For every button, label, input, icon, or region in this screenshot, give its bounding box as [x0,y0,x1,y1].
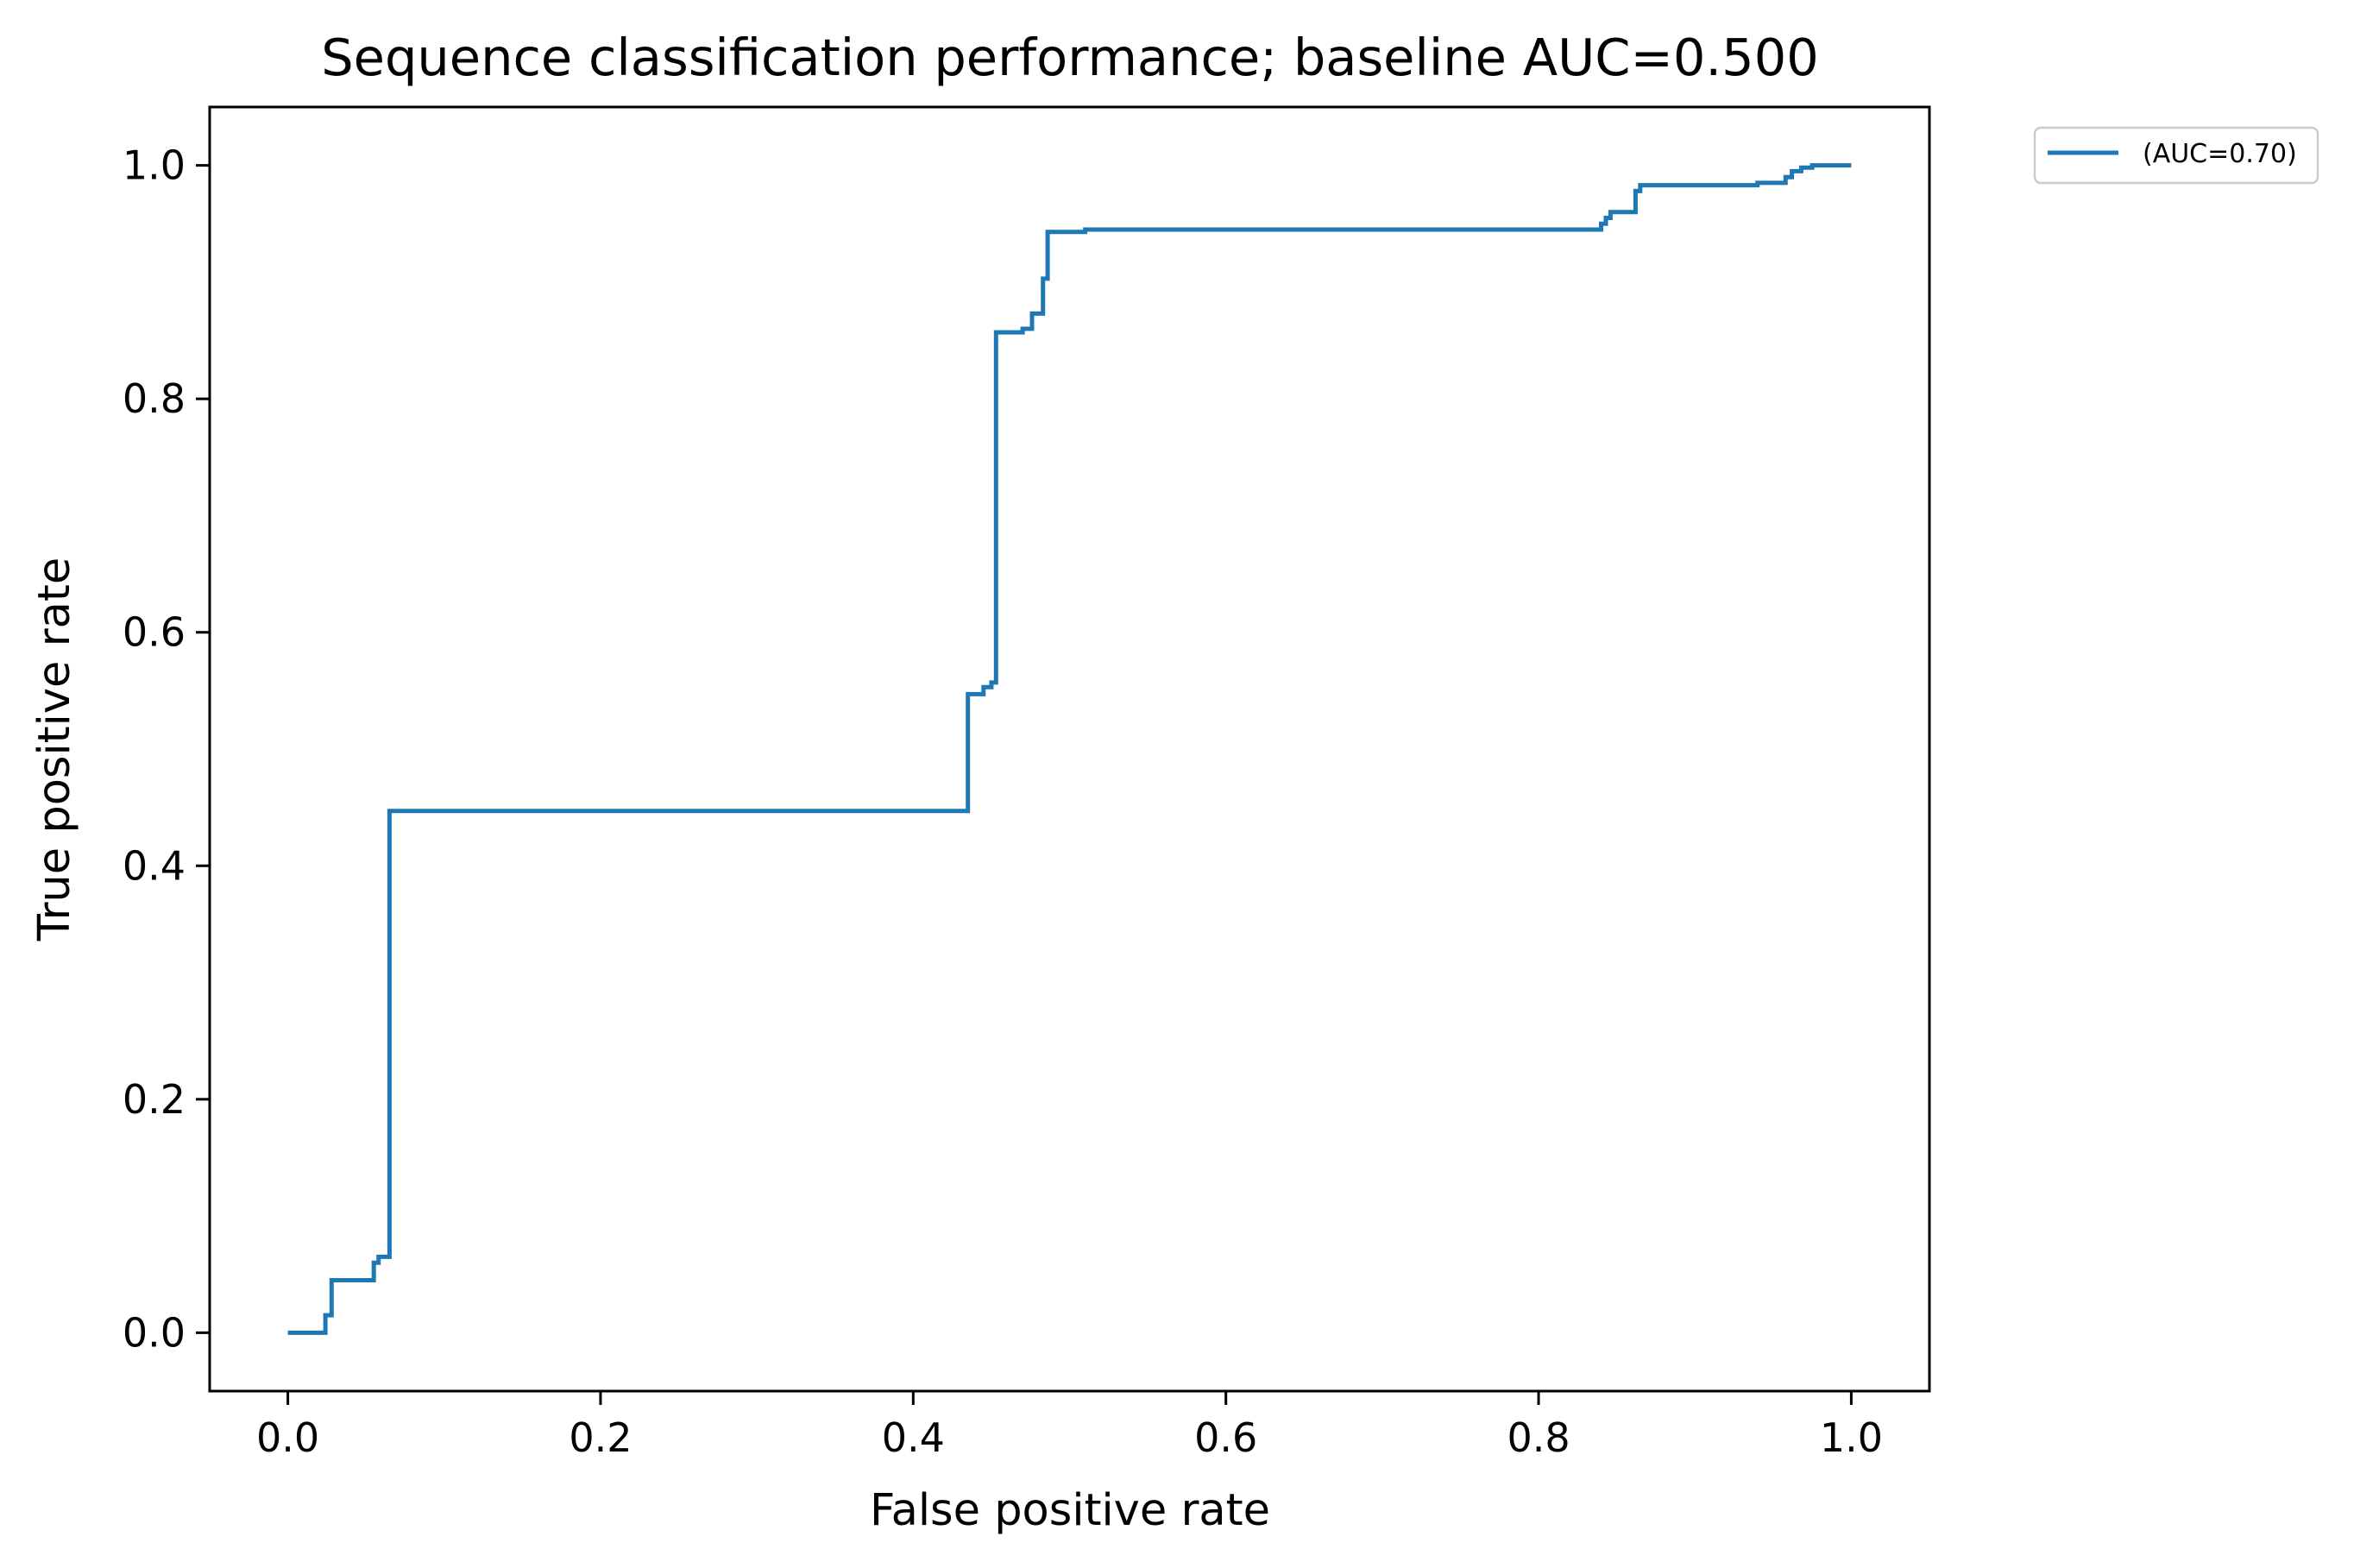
y-tick-label: 0.6 [123,609,186,656]
x-tick-label: 0.6 [1194,1414,1257,1461]
y-tick-label: 0.8 [123,375,186,422]
y-tick-label: 0.4 [123,842,186,889]
x-tick-label: 0.0 [256,1414,319,1461]
y-axis-ticks: 0.0 0.2 0.4 0.6 0.8 1.0 [123,142,210,1356]
y-axis-label: True positive rate [29,557,80,941]
roc-curve-line-0 [287,163,1852,1335]
y-tick-label: 0.0 [123,1309,186,1356]
legend: (AUC=0.70) [2033,126,2319,185]
axes-frame [208,105,1931,1393]
plot-area [287,163,1852,1335]
legend-frame [2033,126,2319,185]
chart-title: Sequence classification performance; bas… [321,28,1819,87]
x-tick-label: 0.8 [1507,1414,1570,1461]
x-tick-label: 1.0 [1820,1414,1883,1461]
y-tick-label: 1.0 [123,142,186,189]
x-tick-label: 0.4 [882,1414,945,1461]
y-tick-label: 0.2 [123,1076,186,1123]
x-tick-label: 0.2 [569,1414,632,1461]
legend-entry-label: (AUC=0.70) [2143,139,2297,169]
x-axis-label: False positive rate [870,1485,1270,1536]
x-axis-ticks: 0.0 0.2 0.4 0.6 0.8 1.0 [256,1391,1883,1461]
